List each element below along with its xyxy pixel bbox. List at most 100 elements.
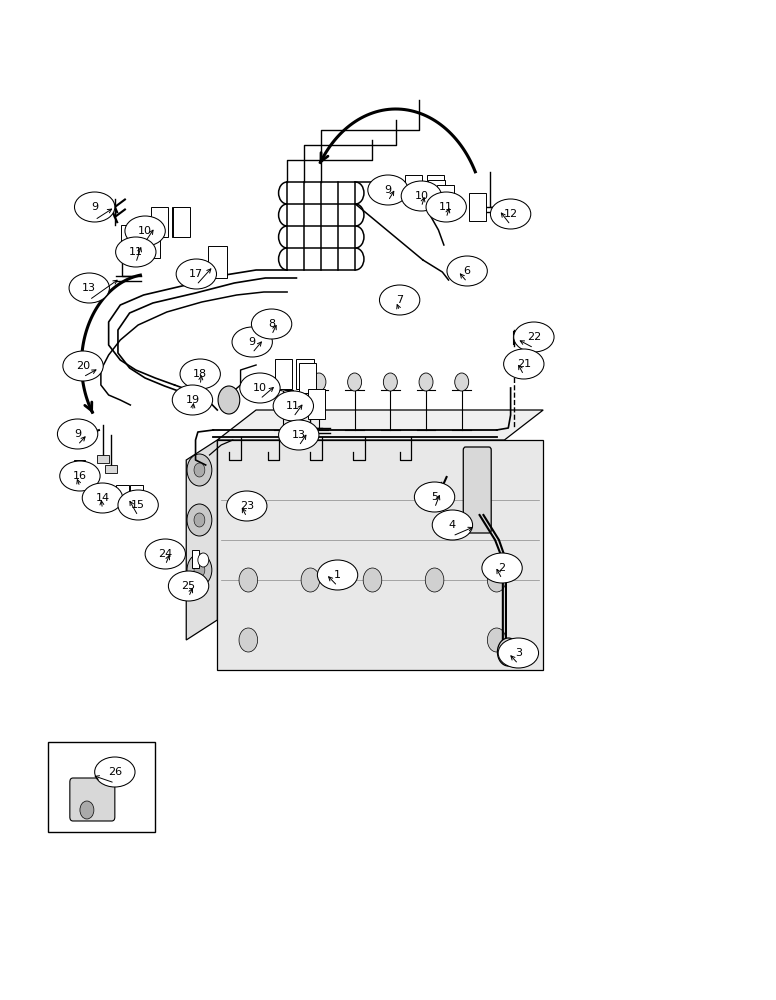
Text: 1: 1 bbox=[334, 570, 341, 580]
Text: 10: 10 bbox=[138, 226, 152, 236]
Text: 11: 11 bbox=[129, 247, 143, 257]
Circle shape bbox=[187, 454, 212, 486]
Circle shape bbox=[388, 292, 400, 308]
Bar bbox=[469, 193, 486, 221]
Circle shape bbox=[487, 568, 506, 592]
Ellipse shape bbox=[118, 490, 158, 520]
Text: 5: 5 bbox=[431, 492, 438, 502]
Circle shape bbox=[276, 373, 290, 391]
Bar bbox=[296, 359, 314, 389]
Circle shape bbox=[487, 628, 506, 652]
Ellipse shape bbox=[145, 539, 185, 569]
Polygon shape bbox=[217, 410, 543, 440]
Bar bbox=[437, 185, 454, 215]
Circle shape bbox=[174, 550, 183, 562]
Bar bbox=[299, 363, 316, 393]
Ellipse shape bbox=[63, 351, 103, 381]
Ellipse shape bbox=[172, 385, 213, 415]
Circle shape bbox=[218, 386, 240, 414]
Text: 17: 17 bbox=[189, 269, 203, 279]
Circle shape bbox=[187, 554, 212, 586]
Bar bbox=[96, 484, 109, 506]
Ellipse shape bbox=[168, 571, 209, 601]
Polygon shape bbox=[217, 440, 543, 670]
Ellipse shape bbox=[368, 175, 408, 205]
Circle shape bbox=[449, 262, 461, 278]
Circle shape bbox=[239, 568, 258, 592]
Circle shape bbox=[194, 463, 205, 477]
Text: 13: 13 bbox=[82, 283, 96, 293]
Text: 23: 23 bbox=[240, 501, 254, 511]
Bar bbox=[116, 485, 129, 505]
Text: 9: 9 bbox=[91, 202, 99, 212]
Bar bbox=[428, 180, 445, 210]
Ellipse shape bbox=[490, 199, 531, 229]
Text: 22: 22 bbox=[527, 332, 541, 342]
Circle shape bbox=[425, 568, 444, 592]
Ellipse shape bbox=[125, 216, 165, 246]
Polygon shape bbox=[186, 440, 217, 640]
Ellipse shape bbox=[176, 259, 217, 289]
Text: 10: 10 bbox=[253, 383, 267, 393]
Ellipse shape bbox=[401, 181, 442, 211]
Circle shape bbox=[194, 563, 205, 577]
Ellipse shape bbox=[82, 483, 123, 513]
Ellipse shape bbox=[379, 285, 420, 315]
Ellipse shape bbox=[426, 192, 466, 222]
Ellipse shape bbox=[180, 359, 220, 389]
Bar bbox=[130, 485, 143, 505]
Bar bbox=[74, 460, 85, 478]
Ellipse shape bbox=[414, 482, 455, 512]
Text: 9: 9 bbox=[384, 185, 392, 195]
Circle shape bbox=[348, 373, 362, 391]
Ellipse shape bbox=[57, 419, 98, 449]
Bar bbox=[208, 246, 227, 278]
Text: 20: 20 bbox=[76, 361, 90, 371]
Ellipse shape bbox=[232, 327, 272, 357]
Bar bbox=[151, 207, 168, 237]
Text: 25: 25 bbox=[182, 581, 196, 591]
Ellipse shape bbox=[504, 349, 544, 379]
Ellipse shape bbox=[317, 560, 358, 590]
Text: 6: 6 bbox=[463, 266, 471, 276]
Text: 16: 16 bbox=[73, 471, 87, 481]
Ellipse shape bbox=[447, 256, 487, 286]
Bar bbox=[405, 175, 422, 205]
Ellipse shape bbox=[514, 322, 554, 352]
Ellipse shape bbox=[432, 510, 473, 540]
Text: 12: 12 bbox=[504, 209, 518, 219]
Ellipse shape bbox=[60, 461, 100, 491]
Text: 14: 14 bbox=[95, 493, 109, 503]
Bar bbox=[192, 550, 199, 568]
Circle shape bbox=[507, 353, 521, 371]
Bar bbox=[121, 225, 138, 255]
Bar bbox=[427, 175, 444, 205]
FancyBboxPatch shape bbox=[463, 447, 491, 533]
Ellipse shape bbox=[227, 491, 267, 521]
Ellipse shape bbox=[279, 420, 319, 450]
Text: 21: 21 bbox=[517, 359, 531, 369]
Ellipse shape bbox=[251, 309, 292, 339]
Text: 8: 8 bbox=[268, 319, 275, 329]
Circle shape bbox=[239, 628, 258, 652]
Text: 15: 15 bbox=[131, 500, 145, 510]
Circle shape bbox=[187, 504, 212, 536]
Text: 11: 11 bbox=[286, 401, 300, 411]
Circle shape bbox=[80, 801, 94, 819]
Circle shape bbox=[301, 568, 320, 592]
Ellipse shape bbox=[240, 373, 280, 403]
Circle shape bbox=[383, 373, 397, 391]
Bar bbox=[143, 228, 160, 258]
Text: 3: 3 bbox=[514, 648, 522, 658]
Ellipse shape bbox=[74, 192, 115, 222]
Circle shape bbox=[455, 373, 469, 391]
Ellipse shape bbox=[116, 237, 156, 267]
Circle shape bbox=[194, 513, 205, 527]
Ellipse shape bbox=[498, 638, 539, 668]
Text: 26: 26 bbox=[108, 767, 122, 777]
Text: 10: 10 bbox=[414, 191, 428, 201]
Text: 9: 9 bbox=[248, 337, 256, 347]
Bar bbox=[97, 455, 109, 463]
Ellipse shape bbox=[95, 757, 135, 787]
Text: 2: 2 bbox=[498, 563, 506, 573]
